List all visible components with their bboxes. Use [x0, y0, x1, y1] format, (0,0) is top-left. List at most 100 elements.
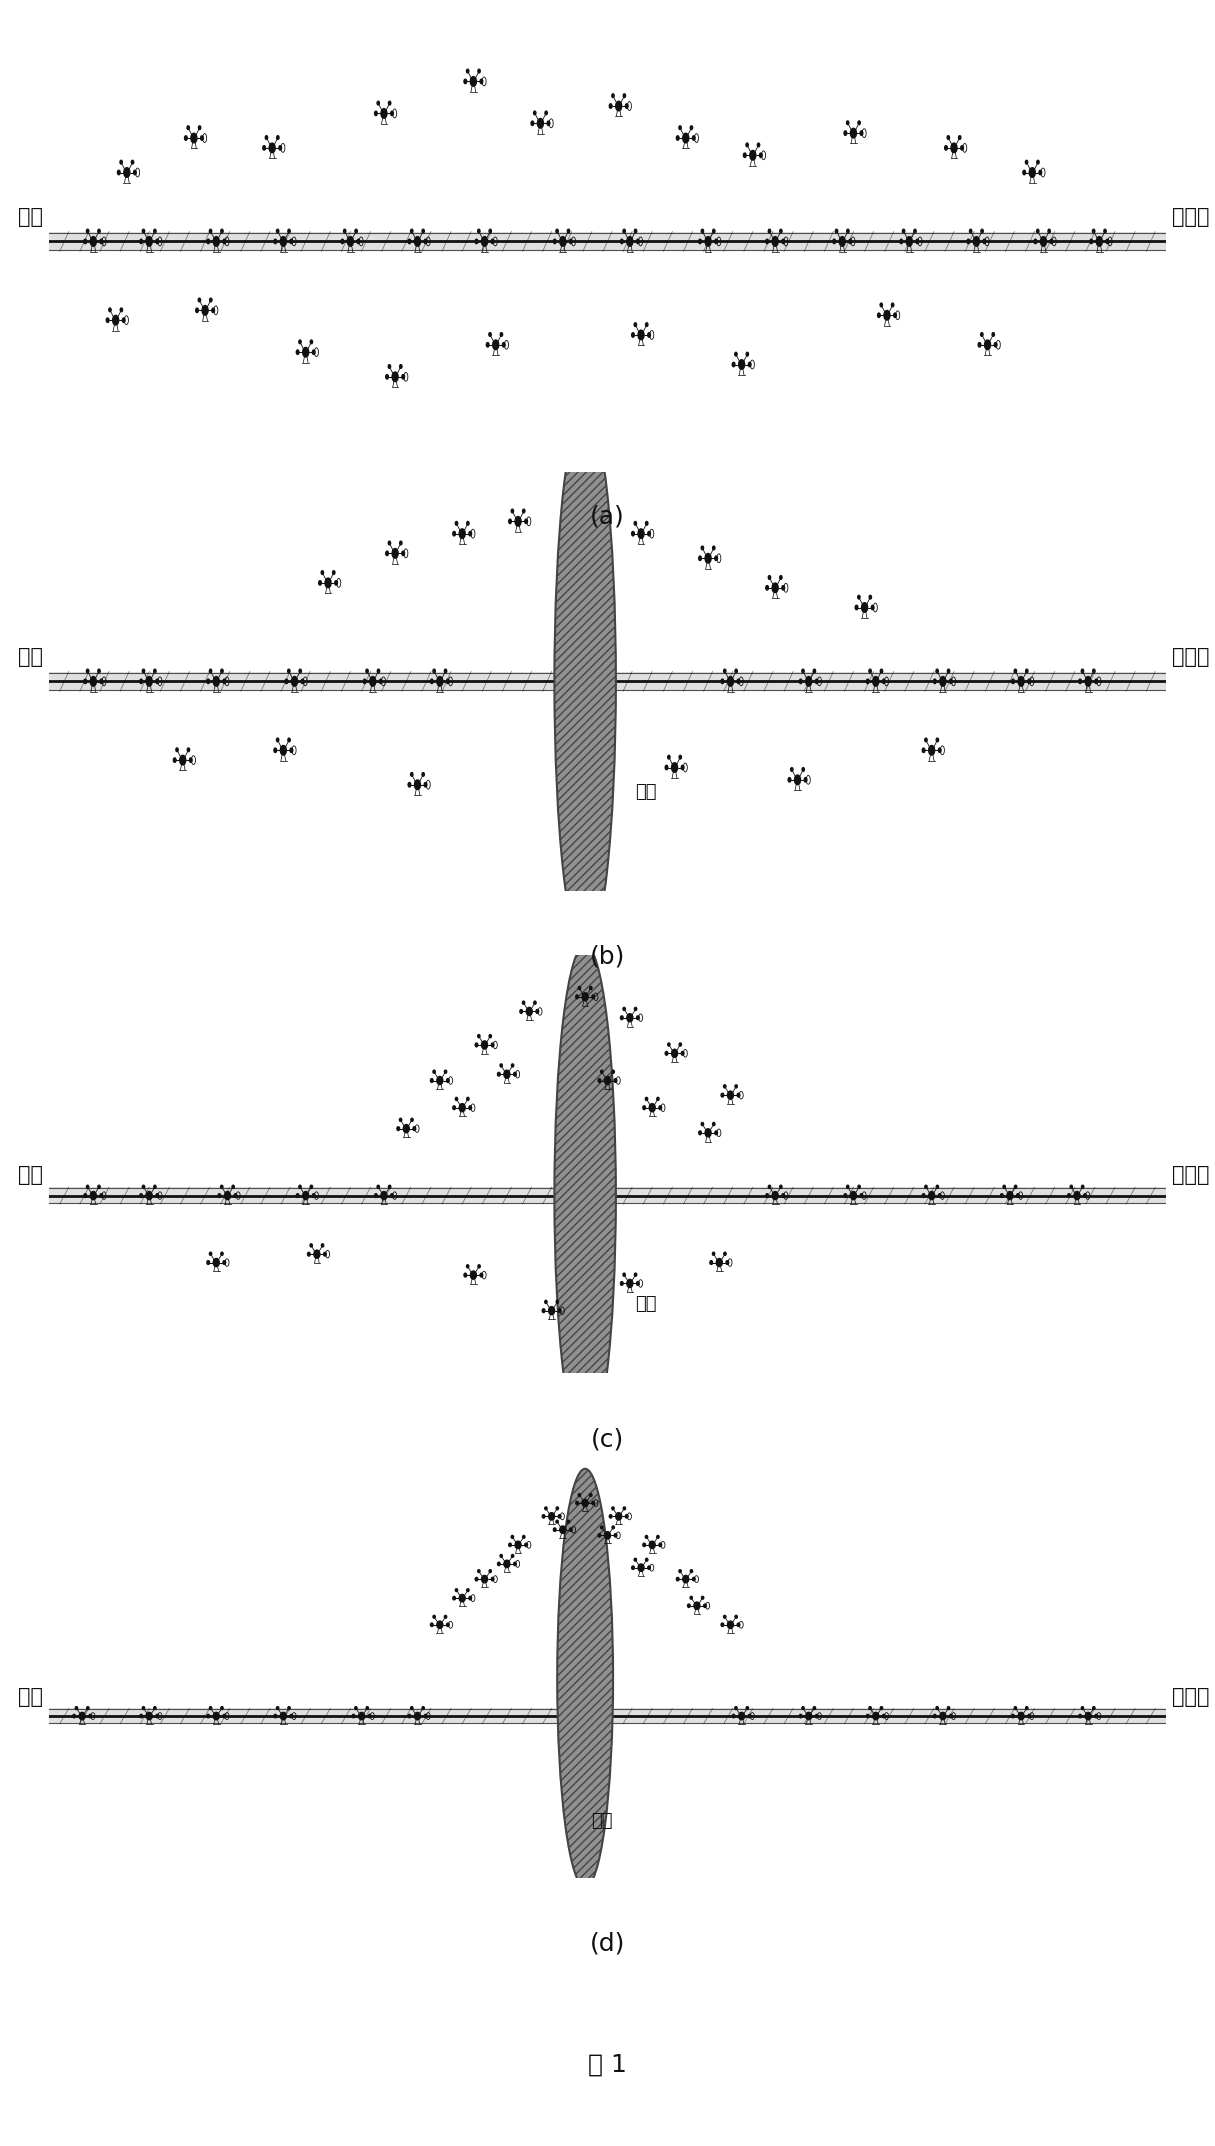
Ellipse shape — [378, 670, 379, 674]
Ellipse shape — [643, 1105, 645, 1109]
Ellipse shape — [1106, 238, 1109, 245]
Ellipse shape — [1104, 230, 1106, 234]
Ellipse shape — [288, 670, 290, 674]
Ellipse shape — [211, 309, 215, 313]
Ellipse shape — [940, 676, 945, 687]
Ellipse shape — [735, 1084, 738, 1088]
Ellipse shape — [447, 678, 450, 685]
Ellipse shape — [262, 146, 265, 150]
Ellipse shape — [290, 1715, 293, 1717]
Ellipse shape — [1092, 230, 1095, 234]
Ellipse shape — [804, 777, 807, 781]
Ellipse shape — [860, 131, 863, 135]
Ellipse shape — [556, 1300, 559, 1303]
Ellipse shape — [578, 987, 581, 989]
Ellipse shape — [542, 1515, 544, 1517]
Ellipse shape — [497, 1562, 501, 1567]
Ellipse shape — [649, 1541, 655, 1549]
Ellipse shape — [576, 996, 578, 998]
Ellipse shape — [447, 1622, 450, 1627]
Ellipse shape — [1049, 230, 1050, 234]
Ellipse shape — [1023, 170, 1025, 174]
Ellipse shape — [140, 1193, 142, 1197]
Ellipse shape — [748, 1715, 751, 1717]
Ellipse shape — [303, 1191, 309, 1200]
Ellipse shape — [501, 1554, 502, 1558]
Ellipse shape — [481, 236, 487, 247]
Ellipse shape — [209, 1251, 211, 1255]
Ellipse shape — [576, 1502, 578, 1504]
Ellipse shape — [321, 571, 323, 575]
Ellipse shape — [948, 670, 950, 674]
Ellipse shape — [802, 768, 804, 770]
Ellipse shape — [469, 1105, 471, 1109]
Ellipse shape — [79, 1713, 85, 1719]
Ellipse shape — [872, 1713, 878, 1719]
Ellipse shape — [424, 1715, 426, 1717]
Ellipse shape — [648, 1567, 650, 1569]
Ellipse shape — [90, 236, 96, 247]
Ellipse shape — [422, 230, 424, 234]
Ellipse shape — [533, 112, 536, 114]
Ellipse shape — [679, 127, 682, 129]
Ellipse shape — [187, 749, 190, 751]
Ellipse shape — [490, 1034, 491, 1039]
Ellipse shape — [900, 238, 903, 245]
Ellipse shape — [504, 1071, 510, 1077]
Ellipse shape — [649, 1103, 655, 1112]
Ellipse shape — [209, 1706, 211, 1710]
Ellipse shape — [281, 745, 287, 755]
Ellipse shape — [556, 230, 558, 234]
Ellipse shape — [515, 517, 521, 526]
Ellipse shape — [746, 144, 748, 146]
Ellipse shape — [882, 678, 886, 685]
Ellipse shape — [515, 1541, 521, 1549]
Ellipse shape — [1050, 238, 1053, 245]
Ellipse shape — [936, 1706, 938, 1710]
Ellipse shape — [214, 1713, 219, 1719]
Ellipse shape — [389, 541, 390, 545]
Ellipse shape — [937, 1185, 938, 1189]
Ellipse shape — [196, 309, 198, 313]
Ellipse shape — [156, 678, 159, 685]
Ellipse shape — [589, 1494, 592, 1496]
Ellipse shape — [467, 69, 469, 73]
Text: 巢穴: 巢穴 — [18, 646, 43, 667]
Ellipse shape — [544, 1300, 547, 1303]
Ellipse shape — [553, 238, 556, 245]
Ellipse shape — [277, 135, 279, 139]
Ellipse shape — [961, 146, 963, 150]
Ellipse shape — [86, 230, 89, 234]
Ellipse shape — [657, 1534, 659, 1539]
Ellipse shape — [299, 1185, 301, 1189]
Ellipse shape — [765, 238, 768, 245]
Ellipse shape — [490, 1569, 491, 1573]
Ellipse shape — [221, 1251, 224, 1255]
Ellipse shape — [967, 238, 970, 245]
Ellipse shape — [477, 1034, 480, 1039]
Ellipse shape — [750, 150, 756, 161]
Ellipse shape — [612, 1506, 614, 1511]
Ellipse shape — [970, 230, 972, 234]
Ellipse shape — [701, 1597, 703, 1599]
Ellipse shape — [270, 144, 275, 152]
Ellipse shape — [773, 584, 778, 592]
Ellipse shape — [84, 678, 86, 685]
Ellipse shape — [634, 521, 637, 526]
Ellipse shape — [773, 1191, 778, 1200]
Ellipse shape — [326, 577, 330, 588]
Ellipse shape — [374, 112, 377, 116]
Ellipse shape — [544, 1506, 547, 1511]
Ellipse shape — [657, 1097, 659, 1101]
Ellipse shape — [720, 678, 724, 685]
Ellipse shape — [389, 1185, 391, 1189]
Ellipse shape — [366, 1706, 368, 1710]
Ellipse shape — [634, 322, 637, 326]
Ellipse shape — [627, 1013, 633, 1021]
Ellipse shape — [146, 676, 152, 687]
Ellipse shape — [333, 571, 335, 575]
Ellipse shape — [156, 1193, 159, 1197]
Ellipse shape — [759, 152, 762, 157]
Text: 食物源: 食物源 — [1172, 646, 1209, 667]
Ellipse shape — [994, 343, 998, 348]
